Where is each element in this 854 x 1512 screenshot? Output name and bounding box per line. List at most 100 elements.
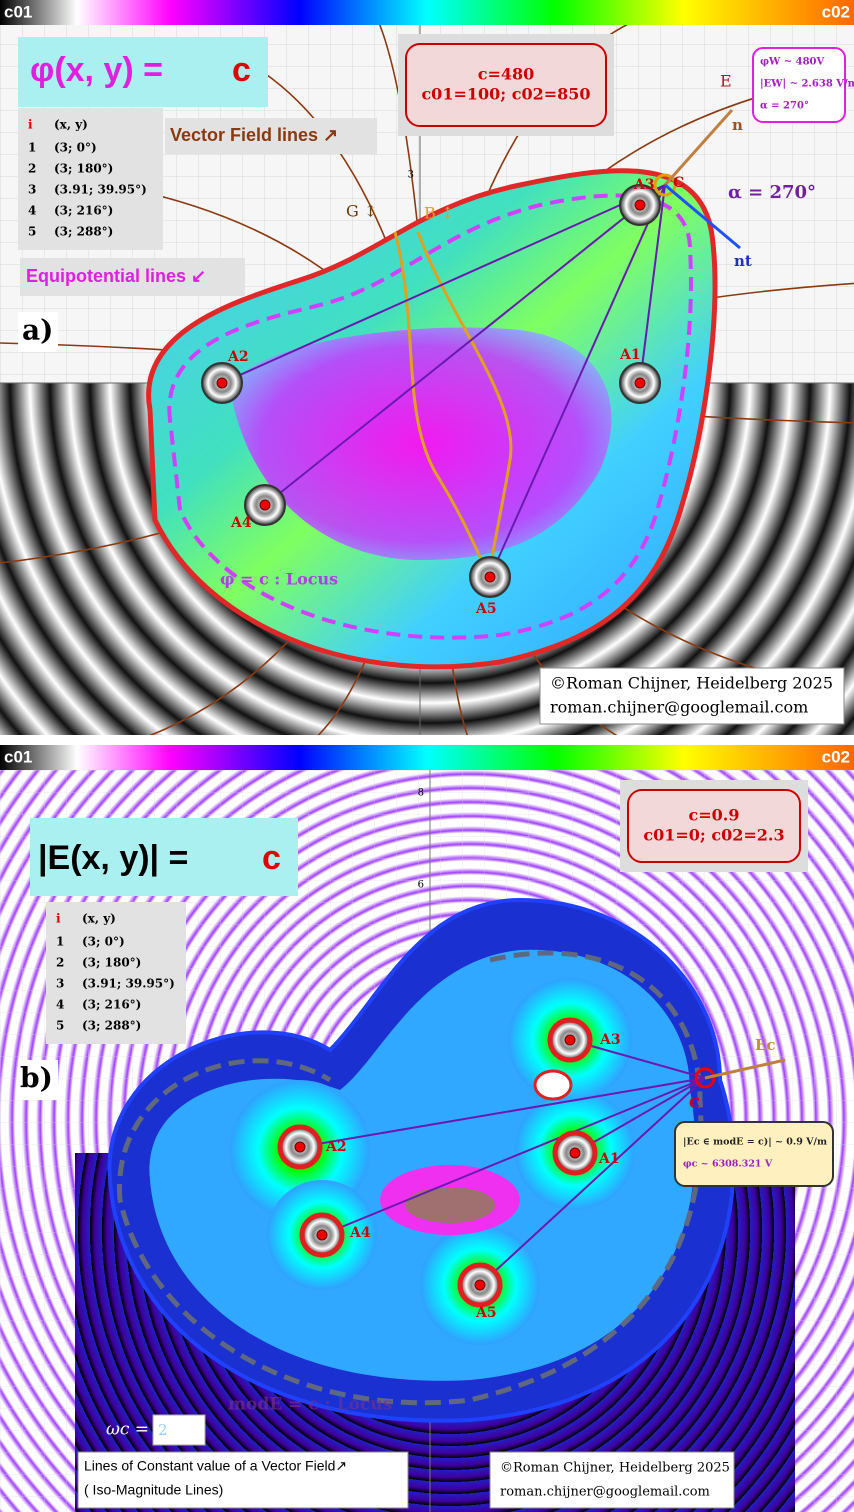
- color-bar: [0, 0, 854, 25]
- caption: ( Iso-Magnitude Lines): [84, 1482, 223, 1498]
- axis-tick: 6: [418, 880, 424, 891]
- charge-label: A4: [349, 1225, 371, 1241]
- charge-label: A3: [633, 177, 655, 193]
- nt-vector: [664, 183, 741, 250]
- locus-dashed: [167, 193, 693, 640]
- info-text: α = 270°: [760, 101, 809, 112]
- locus-dashed: [117, 950, 704, 1406]
- coordinate-table: [18, 108, 163, 250]
- path-b: [416, 231, 513, 578]
- charge-label: C: [673, 175, 684, 191]
- table-cell: 3: [56, 977, 64, 991]
- caption-box: [77, 1451, 409, 1509]
- color-bar-max: c02: [822, 2, 850, 21]
- axis-tick: 3: [408, 170, 414, 181]
- connector: [574, 1077, 706, 1154]
- copyright-box: [539, 667, 845, 725]
- copyright-text: ©Roman Chijner, Heidelberg 2025: [500, 1461, 730, 1476]
- charge: [294, 1141, 306, 1153]
- inner-region: [230, 327, 612, 560]
- c-value: c=0.9: [689, 806, 740, 825]
- connector: [489, 184, 666, 578]
- charge: [259, 499, 271, 511]
- charge-label: A1: [598, 1151, 620, 1167]
- axis-tick: 8: [418, 788, 424, 799]
- table-header: (x, y): [54, 118, 88, 132]
- eq-label-bg: [20, 258, 245, 296]
- charge-label: A2: [227, 349, 249, 365]
- charge: [564, 1034, 576, 1046]
- charge: [569, 1147, 581, 1159]
- table-cell: (3; 180°): [54, 162, 113, 176]
- panel-gap: [0, 735, 854, 745]
- charge: [474, 1279, 486, 1291]
- table-cell: (3.91; 39.95°): [54, 183, 147, 197]
- charge-label: A2: [325, 1139, 347, 1155]
- connector: [264, 184, 666, 506]
- table-cell: (3; 288°): [82, 1019, 141, 1033]
- connector: [639, 184, 666, 384]
- table-cell: 1: [56, 935, 64, 949]
- label-ec: Ec: [755, 1036, 776, 1054]
- table-cell: 4: [28, 204, 36, 218]
- locus-label: φ = c : Locus: [220, 570, 338, 589]
- vf-label-bg: [165, 118, 377, 154]
- copyright-text: ©Roman Chijner, Heidelberg 2025: [550, 674, 833, 693]
- info-box: [752, 47, 846, 123]
- charge: [316, 1229, 328, 1241]
- panel-label-bg: [18, 312, 58, 352]
- info-box: [674, 1121, 834, 1187]
- caption: Lines of Constant value of a Vector Fiel…: [84, 1458, 347, 1474]
- color-bar-min: c01: [4, 747, 32, 766]
- table-cell: 5: [28, 225, 36, 239]
- info-text: |Ec ∈ modE = c)| ~ 0.9 V/m: [683, 1137, 827, 1148]
- table-cell: (3; 216°): [54, 204, 113, 218]
- charge: [634, 377, 646, 389]
- connector: [479, 1077, 706, 1286]
- panel-b: c01 c02 A1 A2 A3 A4 A5 C Ec modE = c : Locus 8 6 |E(…: [0, 735, 854, 1512]
- color-bar-min: c01: [4, 2, 32, 21]
- formula-box: [30, 818, 298, 896]
- path-g: [393, 231, 492, 578]
- connector: [321, 1077, 706, 1236]
- panel-label-bg: [18, 1060, 58, 1100]
- table-cell: 5: [56, 1019, 64, 1033]
- charge-label: A4: [230, 515, 252, 531]
- charge: [484, 571, 496, 583]
- charge-label: A5: [475, 1305, 497, 1321]
- formula-rhs: c: [232, 51, 251, 89]
- table-cell: (3; 0°): [82, 935, 125, 949]
- omega-input[interactable]: [152, 1414, 206, 1446]
- color-bar-max: c02: [822, 747, 850, 766]
- e-vector: [704, 1058, 786, 1080]
- table-header: (x, y): [82, 912, 116, 926]
- table-cell: 1: [28, 141, 36, 155]
- omega-value: 2: [158, 1421, 168, 1439]
- charge: [216, 377, 228, 389]
- color-bar: [0, 745, 854, 770]
- label-e: E: [720, 72, 732, 91]
- table-cell: 3: [28, 183, 36, 197]
- connector: [299, 1077, 706, 1148]
- panel-a: A1 A2 A3 A4 A5 C En nt α = 270° G ↕ B ↕ φ = c : Loc…: [0, 0, 854, 744]
- formula-lhs: |E(x, y)| =: [38, 839, 188, 877]
- label-b: B ↕: [424, 204, 454, 223]
- zero-point: [533, 1069, 573, 1101]
- point-c: [694, 1067, 716, 1089]
- e-vector: [663, 109, 734, 186]
- panel-label: b): [20, 1062, 53, 1095]
- table-cell: (3; 216°): [82, 998, 141, 1012]
- table-cell: (3; 288°): [54, 225, 113, 239]
- table-header: i: [56, 912, 61, 926]
- info-text: |EW| ~ 2.638 V/m: [760, 79, 854, 90]
- table-header: i: [28, 118, 33, 132]
- copyright-box: [489, 1451, 735, 1509]
- info-text: φc ~ 6308.321 V: [683, 1159, 773, 1170]
- locus-label: modE = c : Locus: [228, 1395, 392, 1415]
- formula-rhs: c: [262, 839, 281, 877]
- charge-label: C: [689, 1096, 700, 1112]
- copyright-text: roman.chijner@googlemail.com: [500, 1485, 710, 1500]
- point-c: [653, 173, 677, 197]
- label-g: G ↕: [346, 202, 377, 221]
